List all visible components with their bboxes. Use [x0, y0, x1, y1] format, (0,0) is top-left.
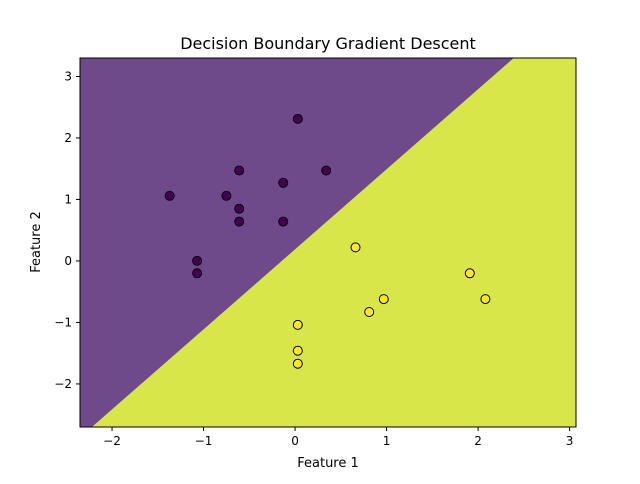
data-point-class-0: [234, 216, 245, 227]
x-tick-label: −2: [103, 434, 121, 448]
data-point-class-0: [234, 165, 245, 176]
plot-area: [79, 57, 577, 428]
x-tick-label: 2: [474, 434, 482, 448]
y-tick-label: 2: [64, 131, 72, 145]
y-tick-label: 3: [64, 69, 72, 83]
plot-frame: [79, 57, 577, 428]
data-point-class-0: [292, 113, 303, 124]
y-axis-label: Feature 2: [29, 211, 44, 273]
x-axis-label: Feature 1: [297, 456, 359, 471]
data-point-class-1: [480, 294, 491, 305]
data-point-class-0: [221, 190, 232, 201]
data-point-class-1: [292, 358, 303, 369]
y-tick-label: −2: [54, 377, 72, 391]
data-point-class-1: [464, 268, 475, 279]
x-tick-label: 1: [383, 434, 391, 448]
x-axis: −2 −1 0 1 2 3: [103, 427, 573, 448]
y-tick-label: −1: [54, 315, 72, 329]
data-point-class-1: [364, 307, 375, 317]
data-point-class-0: [278, 177, 289, 188]
data-point-class-1: [292, 319, 303, 330]
y-tick-label: 0: [64, 254, 72, 268]
data-point-class-1: [378, 294, 389, 305]
decision-regions: [80, 58, 576, 427]
class-0-region: [80, 58, 514, 427]
x-tick-label: 0: [291, 434, 299, 448]
chart-title: Decision Boundary Gradient Descent: [180, 34, 476, 53]
data-point-class-0: [192, 268, 203, 279]
data-point-class-0: [234, 203, 245, 214]
data-point-class-1: [350, 242, 361, 253]
data-point-class-1: [292, 345, 303, 356]
x-tick-label: −1: [195, 434, 213, 448]
x-tick-label: 3: [566, 434, 574, 448]
y-tick-label: 1: [64, 192, 72, 206]
y-axis: −2 −1 0 1 2 3: [54, 69, 80, 391]
data-point-class-0: [321, 165, 332, 176]
data-point-class-0: [164, 190, 175, 201]
data-point-class-0: [192, 255, 203, 266]
data-point-class-0: [278, 216, 289, 227]
data-points: [164, 113, 491, 369]
